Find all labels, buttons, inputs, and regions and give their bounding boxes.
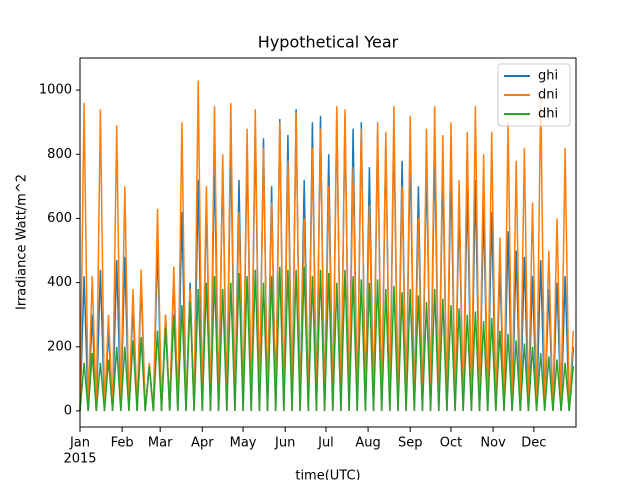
chart-title: Hypothetical Year <box>258 33 399 52</box>
y-tick-label: 200 <box>47 339 72 354</box>
y-axis-label: Irradiance Watt/m^2 <box>15 174 30 310</box>
x-tick-label: Aug <box>355 436 380 451</box>
x-tick-label: Jun <box>274 436 295 451</box>
x-tick-label: Jan <box>69 436 90 451</box>
legend-label: dni <box>538 88 558 103</box>
x-year-label: 2015 <box>63 452 96 467</box>
plot-frame <box>79 57 577 428</box>
y-tick-label: 0 <box>64 403 72 418</box>
x-tick-label: May <box>230 436 257 451</box>
x-tick-label: Nov <box>480 436 506 451</box>
legend-label: ghi <box>538 69 558 84</box>
y-tick-label: 600 <box>47 211 72 226</box>
x-axis-label: time(UTC) <box>295 469 360 480</box>
x-tick-label: Oct <box>440 436 462 451</box>
legend-box <box>497 63 571 127</box>
x-tick-label: Jul <box>317 436 334 451</box>
x-tick-label: Feb <box>111 436 134 451</box>
y-tick-label: 800 <box>47 147 72 162</box>
y-tick-label: 1000 <box>39 83 72 98</box>
x-tick-label: Sep <box>398 436 423 451</box>
y-tick-label: 400 <box>47 275 72 290</box>
x-tick-label: Mar <box>148 436 173 451</box>
x-tick-label: Dec <box>521 436 546 451</box>
legend-label: dhi <box>538 107 558 122</box>
x-tick-label: Apr <box>191 436 214 451</box>
series-line <box>79 266 575 412</box>
